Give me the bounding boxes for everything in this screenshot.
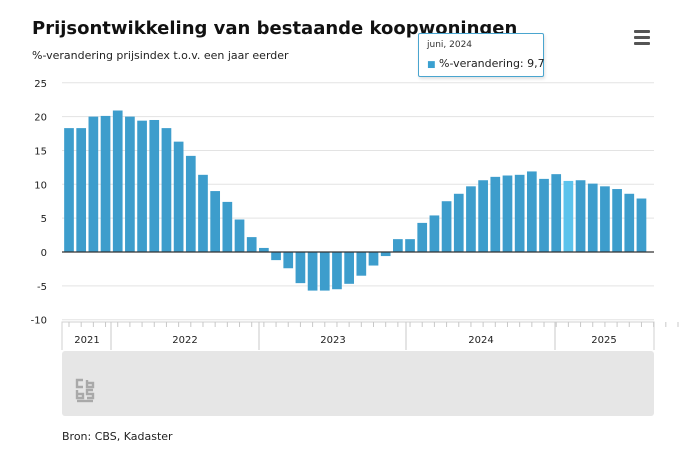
y-tick-label: 15: [34, 146, 47, 157]
bar: [149, 119, 160, 253]
y-tick-label: -5: [37, 282, 47, 293]
bar: [198, 174, 208, 252]
bar: [514, 174, 525, 252]
bar: [441, 201, 452, 252]
bar: [466, 186, 476, 252]
bar: [380, 252, 391, 257]
bar: [636, 198, 647, 252]
bar: [137, 120, 147, 252]
y-tick-label: 5: [41, 214, 47, 225]
bar: [210, 191, 221, 252]
bar: [453, 193, 464, 252]
bar: [368, 252, 379, 266]
tooltip: juni, 2024 ■ %-verandering: 9,7: [418, 33, 545, 77]
bar: [600, 186, 610, 252]
bar: [563, 180, 574, 252]
bar: [246, 237, 257, 252]
bar: [405, 239, 415, 252]
y-tick-label: 20: [34, 113, 47, 124]
bar: [478, 180, 488, 252]
bar: [356, 252, 367, 276]
bar: [112, 110, 123, 252]
bar: [259, 247, 269, 252]
bar: [526, 171, 537, 252]
bar: [490, 176, 501, 252]
hamburger-menu-icon[interactable]: [629, 26, 655, 48]
cbs-logo-icon: [75, 378, 95, 403]
bar: [88, 116, 99, 252]
bar: [295, 252, 306, 284]
bar: [393, 239, 403, 252]
bar: [344, 252, 354, 284]
tooltip-series-marker: ■: [427, 60, 436, 70]
y-tick-label: 10: [34, 180, 47, 191]
bar: [429, 215, 440, 252]
tooltip-series-label: %-verandering:: [439, 57, 524, 70]
bar: [234, 219, 245, 252]
bar: [307, 252, 318, 291]
bar: [332, 252, 342, 290]
bar-chart: 25 20 15 10 5 0 -5 -10 2021 2022 2023 2024 2025: [31, 79, 679, 350]
bar: [624, 193, 635, 252]
bar: [125, 116, 135, 252]
tooltip-value: 9,7: [527, 57, 545, 70]
x-axis-label: 2023: [320, 335, 345, 346]
bar: [185, 155, 196, 252]
bar: [319, 252, 330, 291]
bar: [76, 128, 87, 252]
bar: [417, 222, 428, 252]
x-axis-label: 2021: [74, 335, 99, 346]
y-tick-label: 25: [34, 79, 47, 90]
bar: [161, 128, 172, 252]
chart-source: Bron: CBS, Kadaster: [62, 430, 173, 443]
bar: [575, 180, 586, 252]
bar: [612, 189, 622, 252]
x-axis-label: 2025: [591, 335, 616, 346]
y-tick-label: 0: [41, 248, 47, 259]
chart-title: Prijsontwikkeling van bestaande koopwoni…: [32, 18, 518, 39]
bar: [100, 115, 111, 252]
bar: [271, 252, 281, 261]
bar: [222, 201, 233, 252]
bar: [64, 128, 74, 252]
bar: [539, 178, 549, 252]
bar: [502, 175, 513, 252]
x-axis-band: [61, 321, 655, 350]
x-axis-label: 2024: [468, 335, 493, 346]
range-navigator[interactable]: [62, 351, 654, 416]
bar: [551, 174, 562, 252]
tooltip-date: juni, 2024: [427, 40, 473, 50]
chart-subtitle: %-verandering prijsindex t.o.v. een jaar…: [32, 49, 289, 62]
bar: [283, 252, 294, 269]
x-axis-label: 2022: [172, 335, 197, 346]
bar: [173, 141, 184, 252]
bar: [587, 183, 598, 252]
y-tick-label: -10: [31, 316, 47, 327]
